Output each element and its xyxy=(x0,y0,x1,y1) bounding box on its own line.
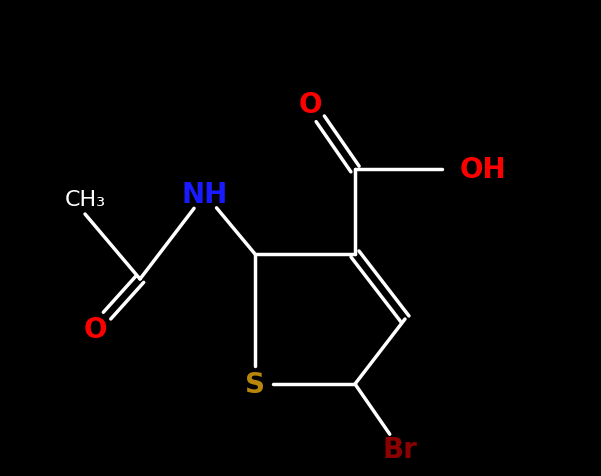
Text: NH: NH xyxy=(182,180,228,208)
Text: O: O xyxy=(84,315,107,343)
Text: CH₃: CH₃ xyxy=(64,189,106,209)
Text: O: O xyxy=(298,91,322,119)
Text: Br: Br xyxy=(383,435,418,463)
Text: S: S xyxy=(245,370,265,398)
Text: OH: OH xyxy=(460,156,507,184)
